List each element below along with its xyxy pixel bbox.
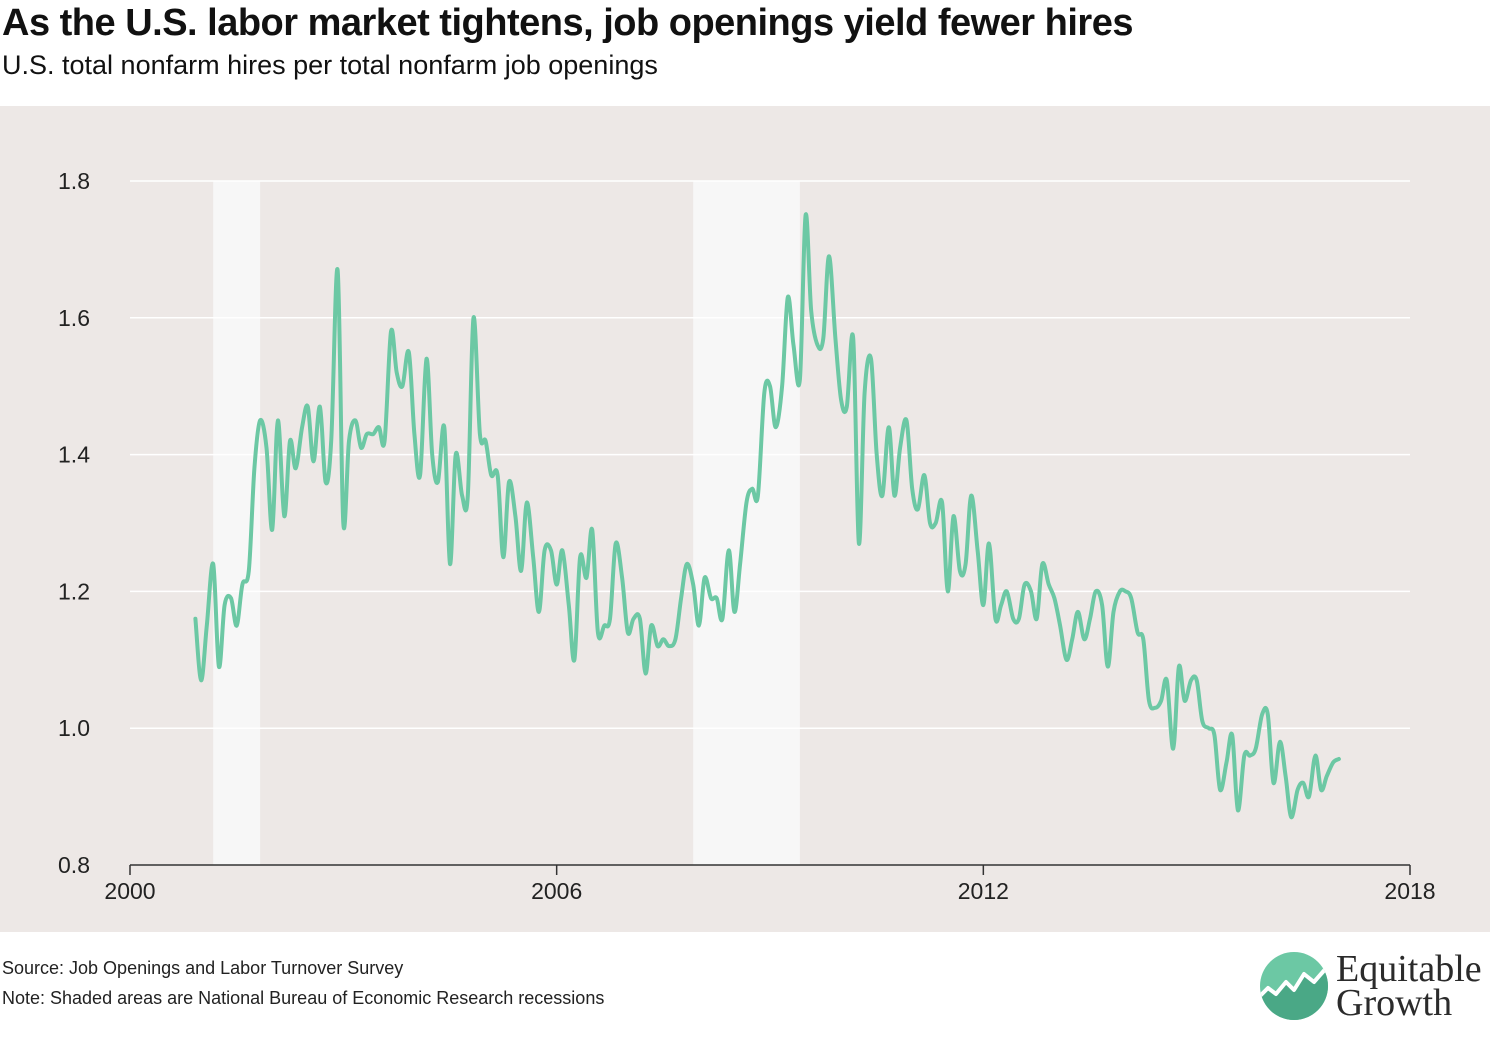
x-tick-label: 2006 bbox=[531, 878, 582, 904]
chart-subtitle: U.S. total nonfarm hires per total nonfa… bbox=[2, 50, 658, 80]
equitable-growth-logo: Equitable Growth bbox=[1258, 950, 1486, 1022]
y-tick-label: 1.4 bbox=[58, 442, 90, 468]
x-tick-label: 2018 bbox=[1384, 878, 1435, 904]
chart-panel: 0.8 1.0 1.2 1.4 1.6 1.8 2000 2006 2012 2018 bbox=[0, 106, 1490, 932]
series-line-layer bbox=[193, 212, 1341, 820]
source-note: Source: Job Openings and Labor Turnover … bbox=[2, 958, 404, 978]
recession-band-2 bbox=[693, 181, 800, 865]
x-tick-label: 2012 bbox=[958, 878, 1009, 904]
axis-layer: 0.8 1.0 1.2 1.4 1.6 1.8 2000 2006 2012 2018 bbox=[58, 168, 1436, 904]
y-tick-label: 1.6 bbox=[58, 305, 90, 331]
y-tick-label: 1.8 bbox=[58, 168, 90, 194]
gridline-layer bbox=[130, 180, 1410, 729]
y-tick-label: 0.8 bbox=[58, 852, 90, 878]
series-line-1 bbox=[193, 212, 1341, 820]
y-tick-label: 1.0 bbox=[58, 715, 90, 741]
x-tick-label: 2000 bbox=[104, 878, 155, 904]
y-tick-label: 1.2 bbox=[58, 578, 90, 604]
recession-shading-layer bbox=[213, 181, 800, 865]
line-chart: 0.8 1.0 1.2 1.4 1.6 1.8 2000 2006 2012 2018 bbox=[58, 168, 1436, 904]
logo-text-equitable: Equitable bbox=[1336, 948, 1482, 990]
rising-line-circle-icon bbox=[1260, 952, 1328, 1020]
logo-text-growth: Growth bbox=[1336, 982, 1453, 1024]
recession-note: Note: Shaded areas are National Bureau o… bbox=[2, 988, 605, 1008]
chart-title: As the U.S. labor market tightens, job o… bbox=[2, 2, 1133, 44]
